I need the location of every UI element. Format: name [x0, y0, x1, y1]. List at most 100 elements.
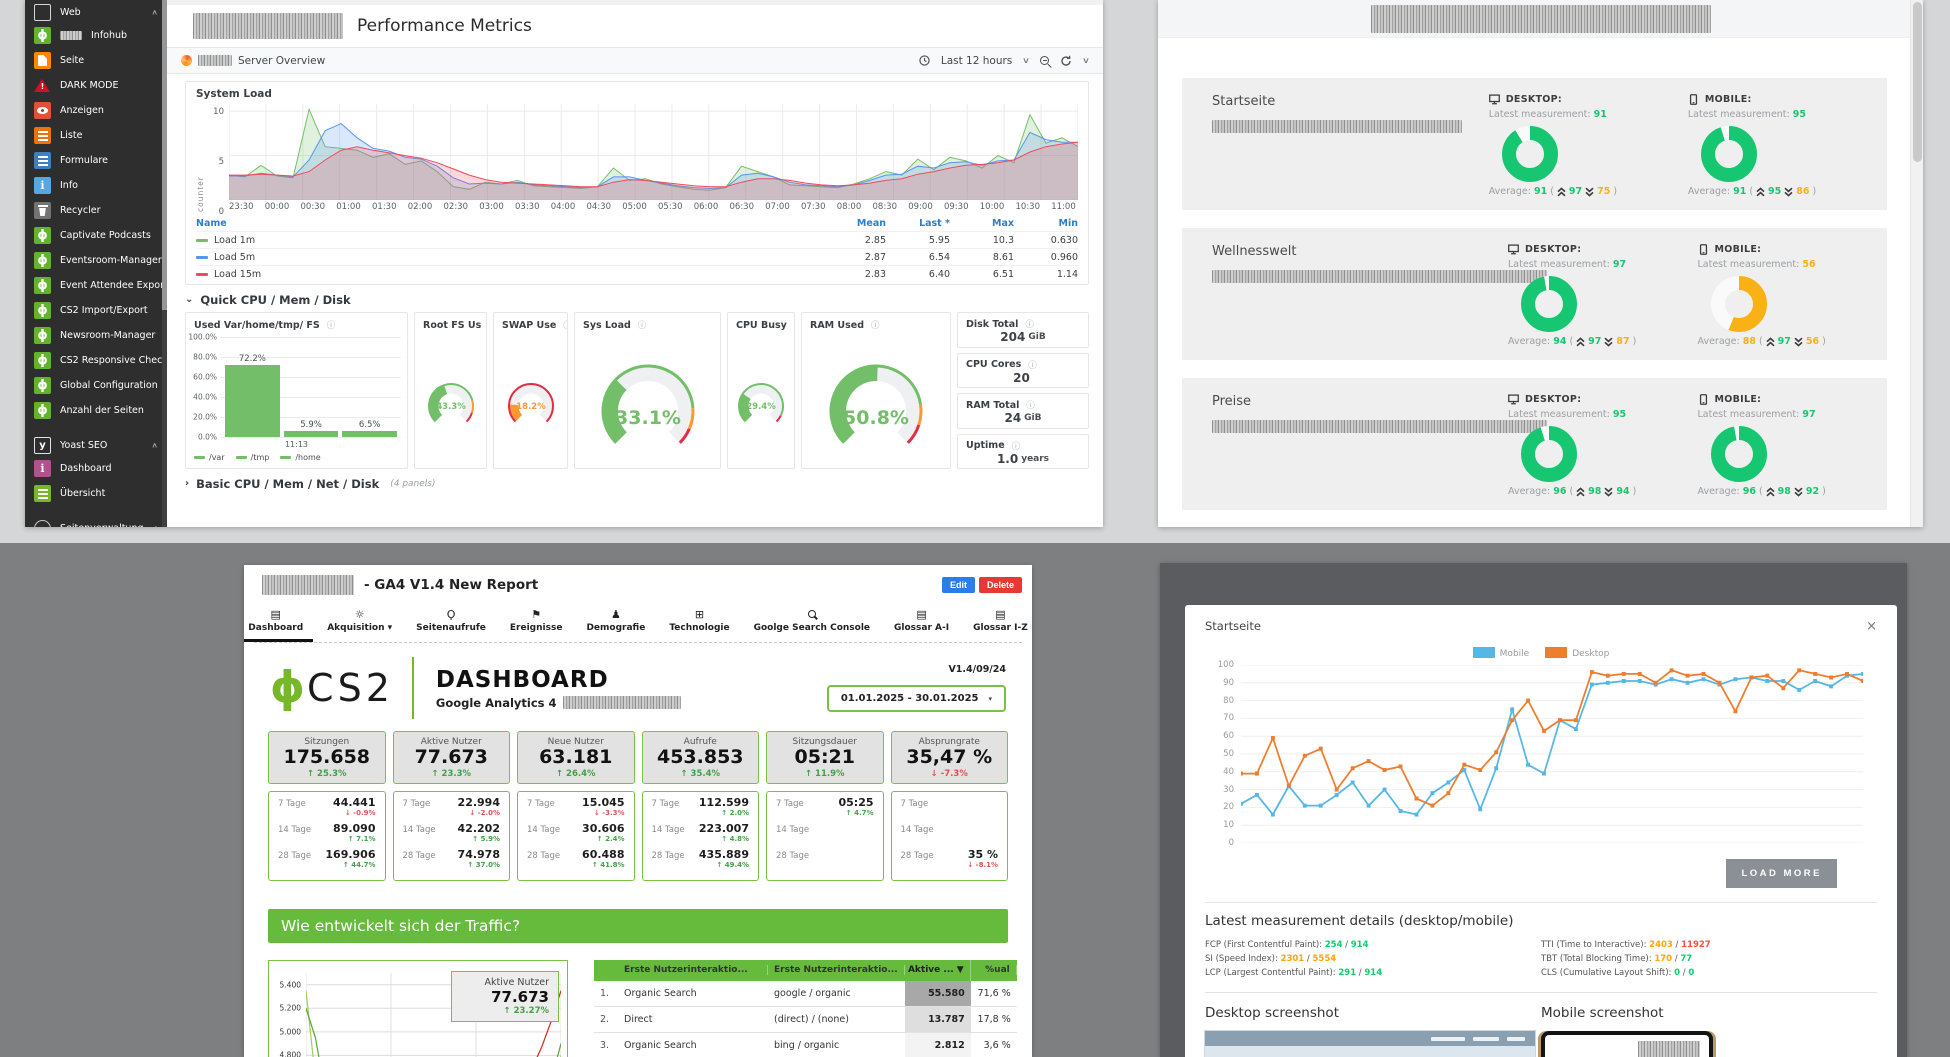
gauge-ram-used: 50.8% [829, 364, 923, 444]
column-header[interactable]: Aktive ... ▼ [905, 959, 971, 981]
sidebar-item-newsroom-manager[interactable]: Newsroom-Manager [25, 323, 167, 348]
chevron-up-icon[interactable]: ∧ [151, 441, 158, 450]
gauge-title[interactable]: CPU Busy [736, 319, 787, 331]
metric-lcp: LCP (Largest Contentful Paint): 291 / 91… [1205, 968, 1383, 978]
system-load-title[interactable]: System Load [196, 88, 272, 100]
chevron-up-icon[interactable]: ∧ [153, 525, 160, 528]
min-chevrons-icon [1794, 337, 1803, 347]
legend-item-var[interactable]: /var [194, 453, 225, 462]
sidebar-item-dashboard[interactable]: Dashboard [25, 456, 167, 481]
delete-button[interactable]: Delete [978, 577, 1022, 593]
cs2-plugin-icon [34, 402, 51, 419]
refresh-interval-chevron-icon[interactable]: ∨ [1081, 56, 1091, 65]
legend-series-name[interactable]: Load 15m [196, 269, 822, 280]
refresh-icon[interactable] [1060, 55, 1072, 67]
sidebar-item-cs2-responsive-check[interactable]: CS2 Responsive Check [25, 348, 167, 373]
chevron-down-icon[interactable]: ∨ [1022, 56, 1031, 65]
info-icon[interactable]: ⓘ [563, 319, 567, 331]
legend-header-name[interactable]: Name [196, 218, 227, 229]
tab-ereignisse[interactable]: ⚑ Ereignisse [500, 605, 573, 642]
sidebar-item-recycler[interactable]: Recycler [25, 198, 167, 223]
close-icon[interactable]: × [1866, 618, 1877, 634]
device-heading: DESKTOP: [1488, 94, 1688, 105]
info-icon[interactable]: ⓘ [1026, 401, 1035, 411]
sidebar-item-anzahl-der-seiten[interactable]: Anzahl der Seiten [25, 398, 167, 423]
series-color-swatch [194, 456, 205, 459]
sidebar-item-captivate-podcasts[interactable]: Captivate Podcasts [25, 223, 167, 248]
gauge-title[interactable]: SWAP Use [502, 319, 557, 331]
gauge-title[interactable]: Root FS Us [423, 319, 482, 331]
legend-series-name[interactable]: Load 5m [196, 252, 822, 263]
tab-demografie[interactable]: ♟ Demografie [576, 605, 655, 642]
page-name[interactable]: Startseite [1212, 94, 1276, 109]
average-score: 88 [1742, 336, 1756, 347]
info-icon[interactable]: ⓘ [1011, 441, 1021, 452]
fs-usage-title[interactable]: Used Var/home/tmp/ FS [194, 319, 320, 331]
tab-glossar-a-i[interactable]: ▤ Glossar A-I [884, 605, 959, 642]
tab-glossar-i-z[interactable]: ▤ Glossar I-Z [963, 605, 1032, 642]
section-basic-cpu-mem-net-disk[interactable]: › Basic CPU / Mem / Net / Disk (4 panels… [185, 476, 436, 491]
column-header[interactable]: %ual [971, 965, 1017, 976]
gauge-title[interactable]: Sys Load [583, 319, 631, 331]
tab-technologie[interactable]: ⊞ Technologie [659, 605, 739, 642]
info-icon[interactable]: ⓘ [1028, 360, 1037, 371]
legend-series-name[interactable]: Load 1m [196, 235, 822, 246]
sidebar-scrollbar-thumb[interactable] [162, 0, 167, 310]
sidebar-item-info[interactable]: Info [25, 173, 167, 198]
sidebar-section-seitenverwaltung[interactable]: Seitenverwaltung ∧ [25, 518, 167, 527]
bars: 72.2% 5.9% 6.5% [221, 337, 401, 437]
info-icon[interactable]: ⓘ [326, 321, 336, 331]
glossary-doc-icon: ▤ [916, 607, 927, 621]
sidebar-item-global-configuration[interactable]: Global Configuration [25, 373, 167, 398]
sidebar-scrollbar[interactable] [162, 0, 167, 527]
sidebar-item-infohub[interactable]: Infohub [25, 23, 167, 48]
sidebar-section-web[interactable]: Web ∧ [25, 2, 167, 23]
info-icon[interactable]: ⓘ [637, 321, 647, 331]
tab-seitenaufrufe[interactable]: Ϙ Seitenaufrufe [406, 605, 496, 642]
period-row: 28 Tage 60.488 ↑ 41.8% [527, 848, 625, 872]
info-icon[interactable]: ⓘ [1025, 320, 1034, 330]
edit-button[interactable]: Edit [941, 577, 975, 593]
date-range-picker[interactable]: 01.01.2025 - 30.01.2025 ▾ [826, 685, 1006, 712]
load-more-button[interactable]: LOAD MORE [1726, 859, 1837, 888]
legend-header-stat[interactable]: Last * [919, 218, 950, 229]
chevron-up-icon[interactable]: ∧ [151, 8, 158, 17]
device-label: DESKTOP: [1505, 94, 1563, 105]
page-name[interactable]: Wellnesswelt [1212, 244, 1297, 259]
page-scrollbar-thumb[interactable] [1912, 2, 1922, 162]
tab-dashboard[interactable]: ▤ Dashboard [244, 605, 314, 642]
sidebar-section-yoast-seo[interactable]: Yoast SEO ∧ [25, 435, 167, 456]
time-range-picker[interactable]: Last 12 hours [940, 54, 1013, 67]
legend-header-stat[interactable]: Max [992, 218, 1014, 229]
page-scrollbar[interactable] [1910, 0, 1923, 527]
sidebar-item-event-attendee-export[interactable]: Event Attendee Export [25, 273, 167, 298]
gauge-title[interactable]: RAM Used [810, 319, 865, 331]
page-name[interactable]: Preise [1212, 394, 1252, 409]
sidebar-item-dark-mode[interactable]: DARK MODE [25, 73, 167, 98]
section-quick-cpu-mem-disk[interactable]: ⌄ Quick CPU / Mem / Disk [185, 292, 351, 307]
info-icon[interactable]: ⓘ [871, 321, 880, 331]
sidebar-item-cs2-import-export[interactable]: CS2 Import/Export [25, 298, 167, 323]
period-row: 28 Tage 169.906 ↑ 44.7% [278, 848, 376, 872]
column-header[interactable]: Erste Nutzerinteraktio... [768, 965, 905, 976]
dashboard-title[interactable]: Server Overview [238, 54, 326, 67]
sidebar-item-formulare[interactable]: Formulare [25, 148, 167, 173]
column-header[interactable]: Erste Nutzerinteraktio... [618, 965, 768, 976]
sidebar-item-seite[interactable]: Seite [25, 48, 167, 73]
page-name-column: Wellnesswelt [1212, 244, 1547, 360]
legend-item-home[interactable]: /home [280, 453, 321, 462]
zoom-out-icon[interactable] [1040, 56, 1050, 65]
period-row: 7 Tage [901, 797, 999, 820]
sidebar-item-liste[interactable]: Liste [25, 123, 167, 148]
legend-header-stat[interactable]: Mean [856, 218, 886, 229]
legend-header-stat[interactable]: Min [1058, 218, 1078, 229]
sidebar-item-eventsroom-manager[interactable]: Eventsroom-Manager [25, 248, 167, 273]
sidebar-item-bersicht[interactable]: Übersicht [25, 481, 167, 506]
tab-akquisition[interactable]: ☼ Akquisition ▾ [317, 605, 402, 642]
legend-item-tmp[interactable]: /tmp [235, 453, 269, 462]
period-label: 7 Tage [527, 798, 555, 809]
tab-goolge-search-console[interactable]: Goolge Search Console [744, 605, 880, 642]
bar-value-label: 6.5% [358, 419, 381, 430]
sidebar-item-anzeigen[interactable]: Anzeigen [25, 98, 167, 123]
